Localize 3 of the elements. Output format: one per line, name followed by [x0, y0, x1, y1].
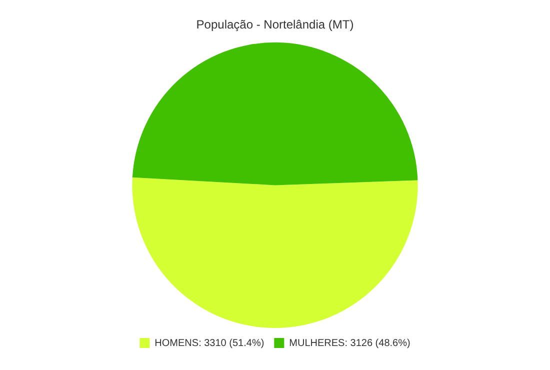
legend-label: HOMENS: 3310 (51.4%) — [154, 338, 264, 349]
legend-label: MULHERES: 3126 (48.6%) — [289, 338, 410, 349]
chart-title: População - Nortelândia (MT) — [196, 18, 354, 32]
